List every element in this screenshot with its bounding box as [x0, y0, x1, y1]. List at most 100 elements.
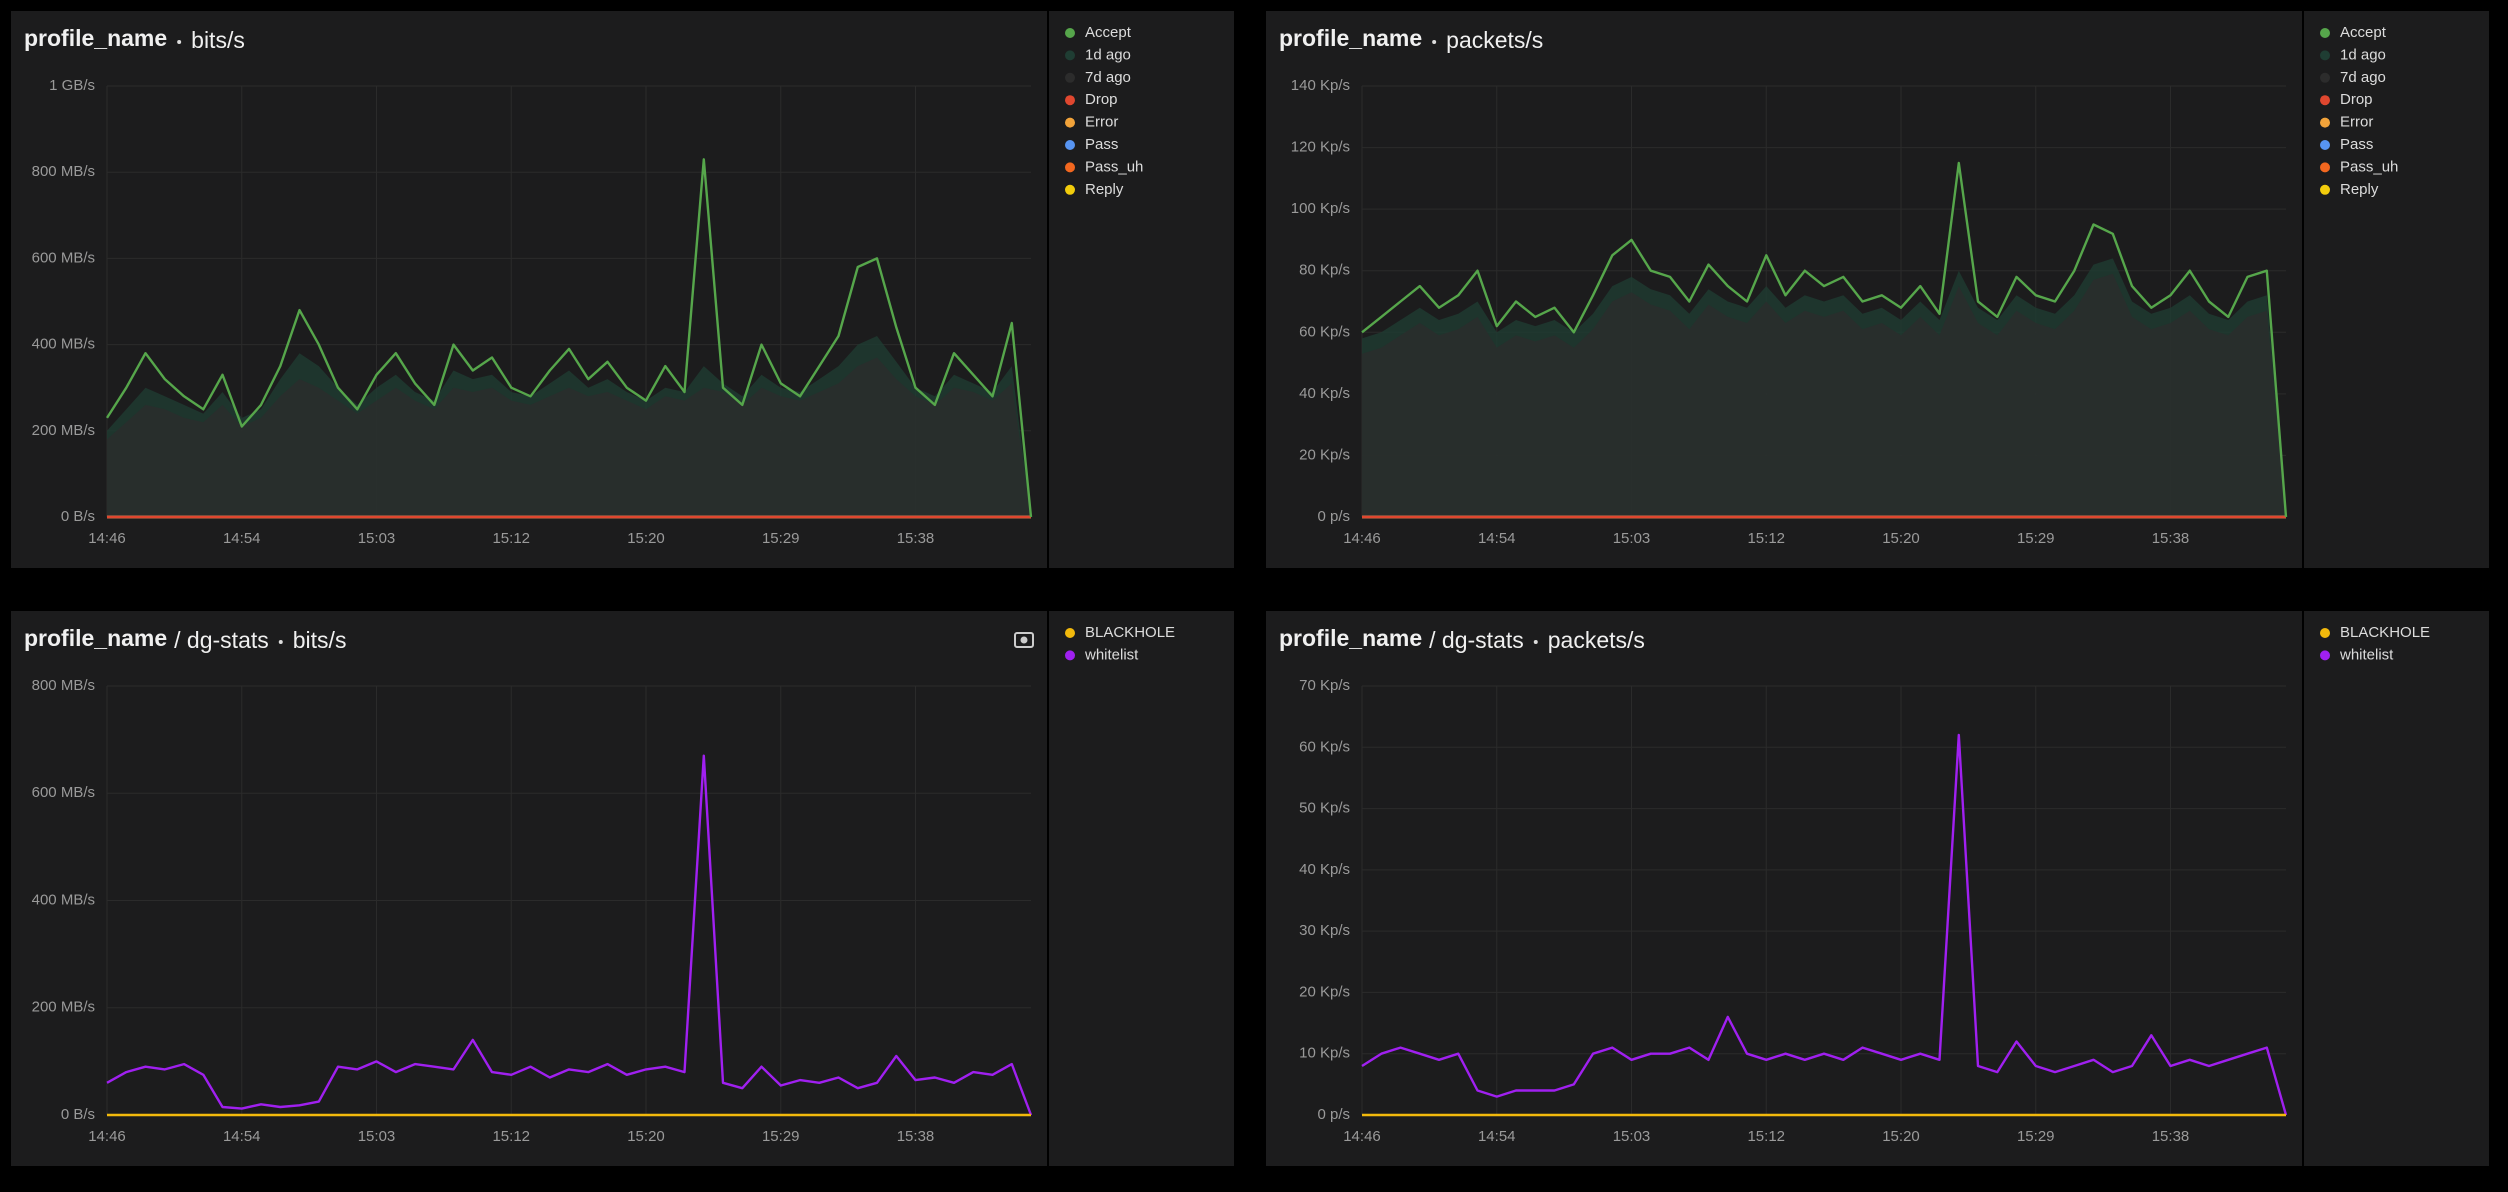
legend-label[interactable]: whitelist	[2339, 646, 2394, 663]
y-tick-label: 400 MB/s	[32, 891, 95, 908]
legend-marker[interactable]	[1065, 50, 1075, 61]
line	[1361, 161, 2288, 518]
x-tick-label: 14:46	[1343, 530, 1381, 547]
x-tick-label: 15:12	[1747, 1128, 1785, 1145]
legend-marker[interactable]	[1065, 628, 1075, 638]
panel-title: profile_name	[24, 25, 167, 51]
title-separator	[177, 40, 182, 44]
legend-label[interactable]: Reply	[1085, 181, 1124, 198]
legend-label[interactable]: BLACKHOLE	[1085, 624, 1175, 641]
panel: profile_name / dg-stats bits/s 0 B/s 200 MB/…	[11, 611, 1234, 1166]
legend-marker[interactable]	[1065, 650, 1075, 661]
legend-label[interactable]: 1d ago	[2340, 46, 2386, 63]
x-tick-label: 15:38	[2152, 530, 2190, 547]
x-tick-label: 14:46	[88, 1128, 126, 1145]
y-tick-label: 120 Kp/s	[1291, 139, 1350, 156]
y-tick-label: 0 p/s	[1317, 508, 1350, 525]
x-tick-label: 15:29	[2017, 530, 2055, 547]
x-tick-label: 15:20	[1882, 1128, 1920, 1145]
legend-label[interactable]: Pass_uh	[1085, 158, 1143, 175]
area	[107, 357, 1031, 517]
x-tick-label: 15:12	[492, 1128, 530, 1145]
legend-marker[interactable]	[1065, 28, 1075, 38]
x-tick-label: 15:29	[762, 1128, 800, 1145]
panel-title: profile_name	[1279, 25, 1422, 51]
title-separator	[1533, 640, 1538, 644]
panel-unit: bits/s	[293, 627, 347, 653]
y-tick-label: 1 GB/s	[49, 77, 95, 94]
legend-label[interactable]: Pass	[2340, 136, 2373, 153]
legend-label[interactable]: BLACKHOLE	[2340, 624, 2430, 641]
legend-label[interactable]: 1d ago	[1085, 46, 1131, 63]
y-tick-label: 100 Kp/s	[1291, 200, 1350, 217]
x-tick-label: 14:54	[223, 530, 261, 547]
legend-label[interactable]: 7d ago	[1085, 69, 1131, 86]
legend-label[interactable]: Error	[1085, 114, 1118, 131]
legend-marker[interactable]	[1065, 140, 1075, 150]
legend-marker[interactable]	[1065, 117, 1075, 128]
camera-lens	[1020, 636, 1028, 644]
legend-marker[interactable]	[2320, 72, 2330, 83]
x-tick-label: 15:03	[1613, 1128, 1651, 1145]
y-tick-label: 60 Kp/s	[1299, 738, 1350, 755]
panel-dashboard: / dg-stats	[1429, 627, 1524, 653]
x-tick-label: 14:46	[88, 530, 126, 547]
y-tick-label: 10 Kp/s	[1299, 1045, 1350, 1062]
title-separator	[278, 640, 283, 644]
y-tick-label: 800 MB/s	[32, 163, 95, 180]
line	[105, 158, 1033, 518]
y-tick-label: 40 Kp/s	[1299, 861, 1350, 878]
y-tick-label: 200 MB/s	[32, 422, 95, 439]
x-tick-label: 15:38	[897, 530, 935, 547]
legend-marker[interactable]	[2320, 28, 2330, 38]
y-tick-label: 30 Kp/s	[1299, 922, 1350, 939]
legend-marker[interactable]	[1065, 162, 1075, 173]
y-tick-label: 600 MB/s	[32, 249, 95, 266]
legend-label[interactable]: Accept	[1085, 24, 1132, 41]
legend-marker[interactable]	[2320, 184, 2330, 195]
legend-marker[interactable]	[2320, 650, 2330, 661]
legend-marker[interactable]	[2320, 140, 2330, 150]
panel-title: profile_name	[24, 625, 167, 651]
legend-marker[interactable]	[2320, 628, 2330, 638]
legend-label[interactable]: Pass_uh	[2340, 158, 2398, 175]
legend-marker[interactable]	[2320, 50, 2330, 61]
legend-label[interactable]: Drop	[2340, 91, 2373, 108]
y-tick-label: 80 Kp/s	[1299, 262, 1350, 279]
legend-label[interactable]: whitelist	[1084, 646, 1139, 663]
x-tick-label: 15:29	[2017, 1128, 2055, 1145]
legend-label[interactable]: Pass	[1085, 136, 1118, 153]
legend-marker[interactable]	[2320, 95, 2330, 106]
y-tick-label: 0 B/s	[61, 508, 95, 525]
y-tick-label: 70 Kp/s	[1299, 677, 1350, 694]
x-tick-label: 15:12	[492, 530, 530, 547]
y-tick-label: 140 Kp/s	[1291, 77, 1350, 94]
legend-marker[interactable]	[1065, 184, 1075, 195]
x-tick-label: 14:54	[223, 1128, 261, 1145]
x-tick-label: 15:29	[762, 530, 800, 547]
y-tick-label: 400 MB/s	[32, 336, 95, 353]
panel: profile_name / dg-stats packets/s 0 p/s 10 K…	[1266, 611, 2489, 1166]
legend-label[interactable]: Accept	[2340, 24, 2387, 41]
camera-icon[interactable]	[1014, 632, 1034, 648]
legend-label[interactable]: Error	[2340, 114, 2373, 131]
panel-unit: bits/s	[191, 27, 245, 53]
x-tick-label: 15:20	[627, 1128, 665, 1145]
x-tick-label: 14:54	[1478, 1128, 1516, 1145]
legend-marker[interactable]	[2320, 117, 2330, 128]
y-tick-label: 200 MB/s	[32, 999, 95, 1016]
legend-marker[interactable]	[1065, 95, 1075, 106]
line	[106, 754, 1033, 1116]
legend-label[interactable]: Drop	[1085, 91, 1118, 108]
line	[1361, 733, 2288, 1116]
y-tick-label: 0 B/s	[61, 1106, 95, 1123]
y-tick-label: 600 MB/s	[32, 784, 95, 801]
legend-label[interactable]: 7d ago	[2340, 69, 2386, 86]
y-tick-label: 40 Kp/s	[1299, 385, 1350, 402]
legend-label[interactable]: Reply	[2340, 181, 2379, 198]
x-tick-label: 15:20	[1882, 530, 1920, 547]
legend-marker[interactable]	[1065, 72, 1075, 83]
legend-marker[interactable]	[2320, 162, 2330, 173]
y-tick-label: 60 Kp/s	[1299, 323, 1350, 340]
